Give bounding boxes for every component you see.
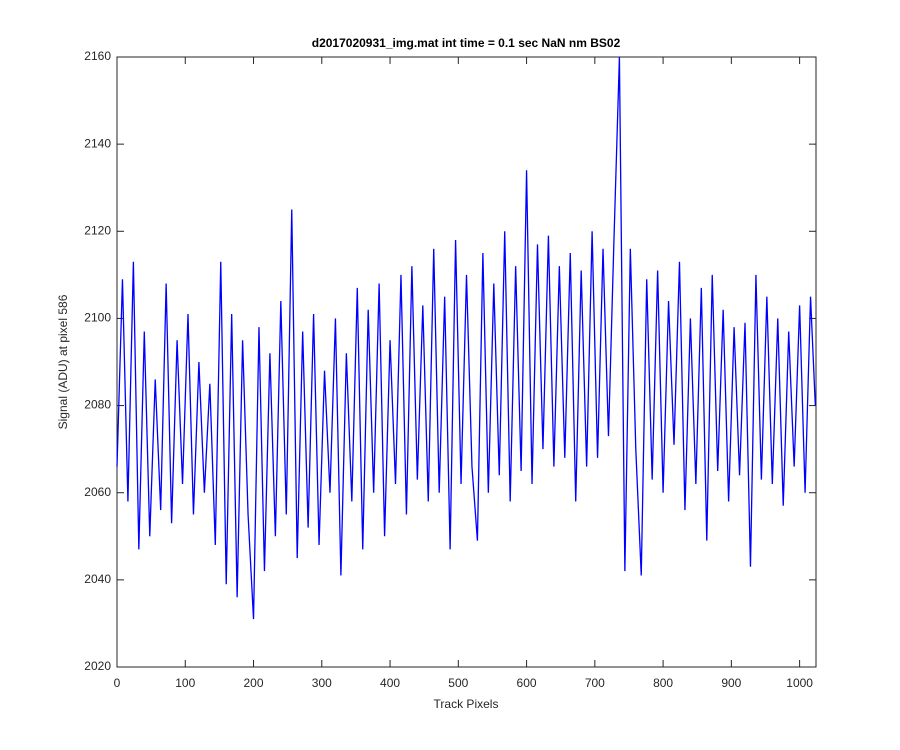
x-axis-label: Track Pixels	[434, 697, 499, 711]
x-tick-label: 900	[721, 676, 741, 690]
chart-title: d2017020931_img.mat int time = 0.1 sec N…	[312, 36, 621, 50]
plot-frame	[116, 56, 817, 668]
y-tick-label: 2160	[84, 49, 111, 63]
x-tick-label: 800	[653, 676, 673, 690]
y-tick-label: 2020	[84, 659, 111, 673]
x-tick-label: 200	[244, 676, 264, 690]
data-line	[116, 56, 816, 620]
x-tick-label: 0	[114, 676, 121, 690]
x-tick-label: 600	[517, 676, 537, 690]
x-tick-label: 1000	[786, 676, 813, 690]
y-axis-label: Signal (ADU) at pixel 586	[56, 294, 70, 429]
y-tick-label: 2120	[84, 223, 111, 237]
y-tick-label: 2060	[84, 485, 111, 499]
x-tick-label: 400	[380, 676, 400, 690]
y-tick-label: 2100	[84, 311, 111, 325]
x-tick-label: 700	[585, 676, 605, 690]
y-tick-label: 2140	[84, 136, 111, 150]
y-tick-label: 2080	[84, 398, 111, 412]
x-tick-label: 100	[175, 676, 195, 690]
x-tick-label: 500	[448, 676, 468, 690]
x-tick-label: 300	[312, 676, 332, 690]
y-tick-label: 2040	[84, 572, 111, 586]
